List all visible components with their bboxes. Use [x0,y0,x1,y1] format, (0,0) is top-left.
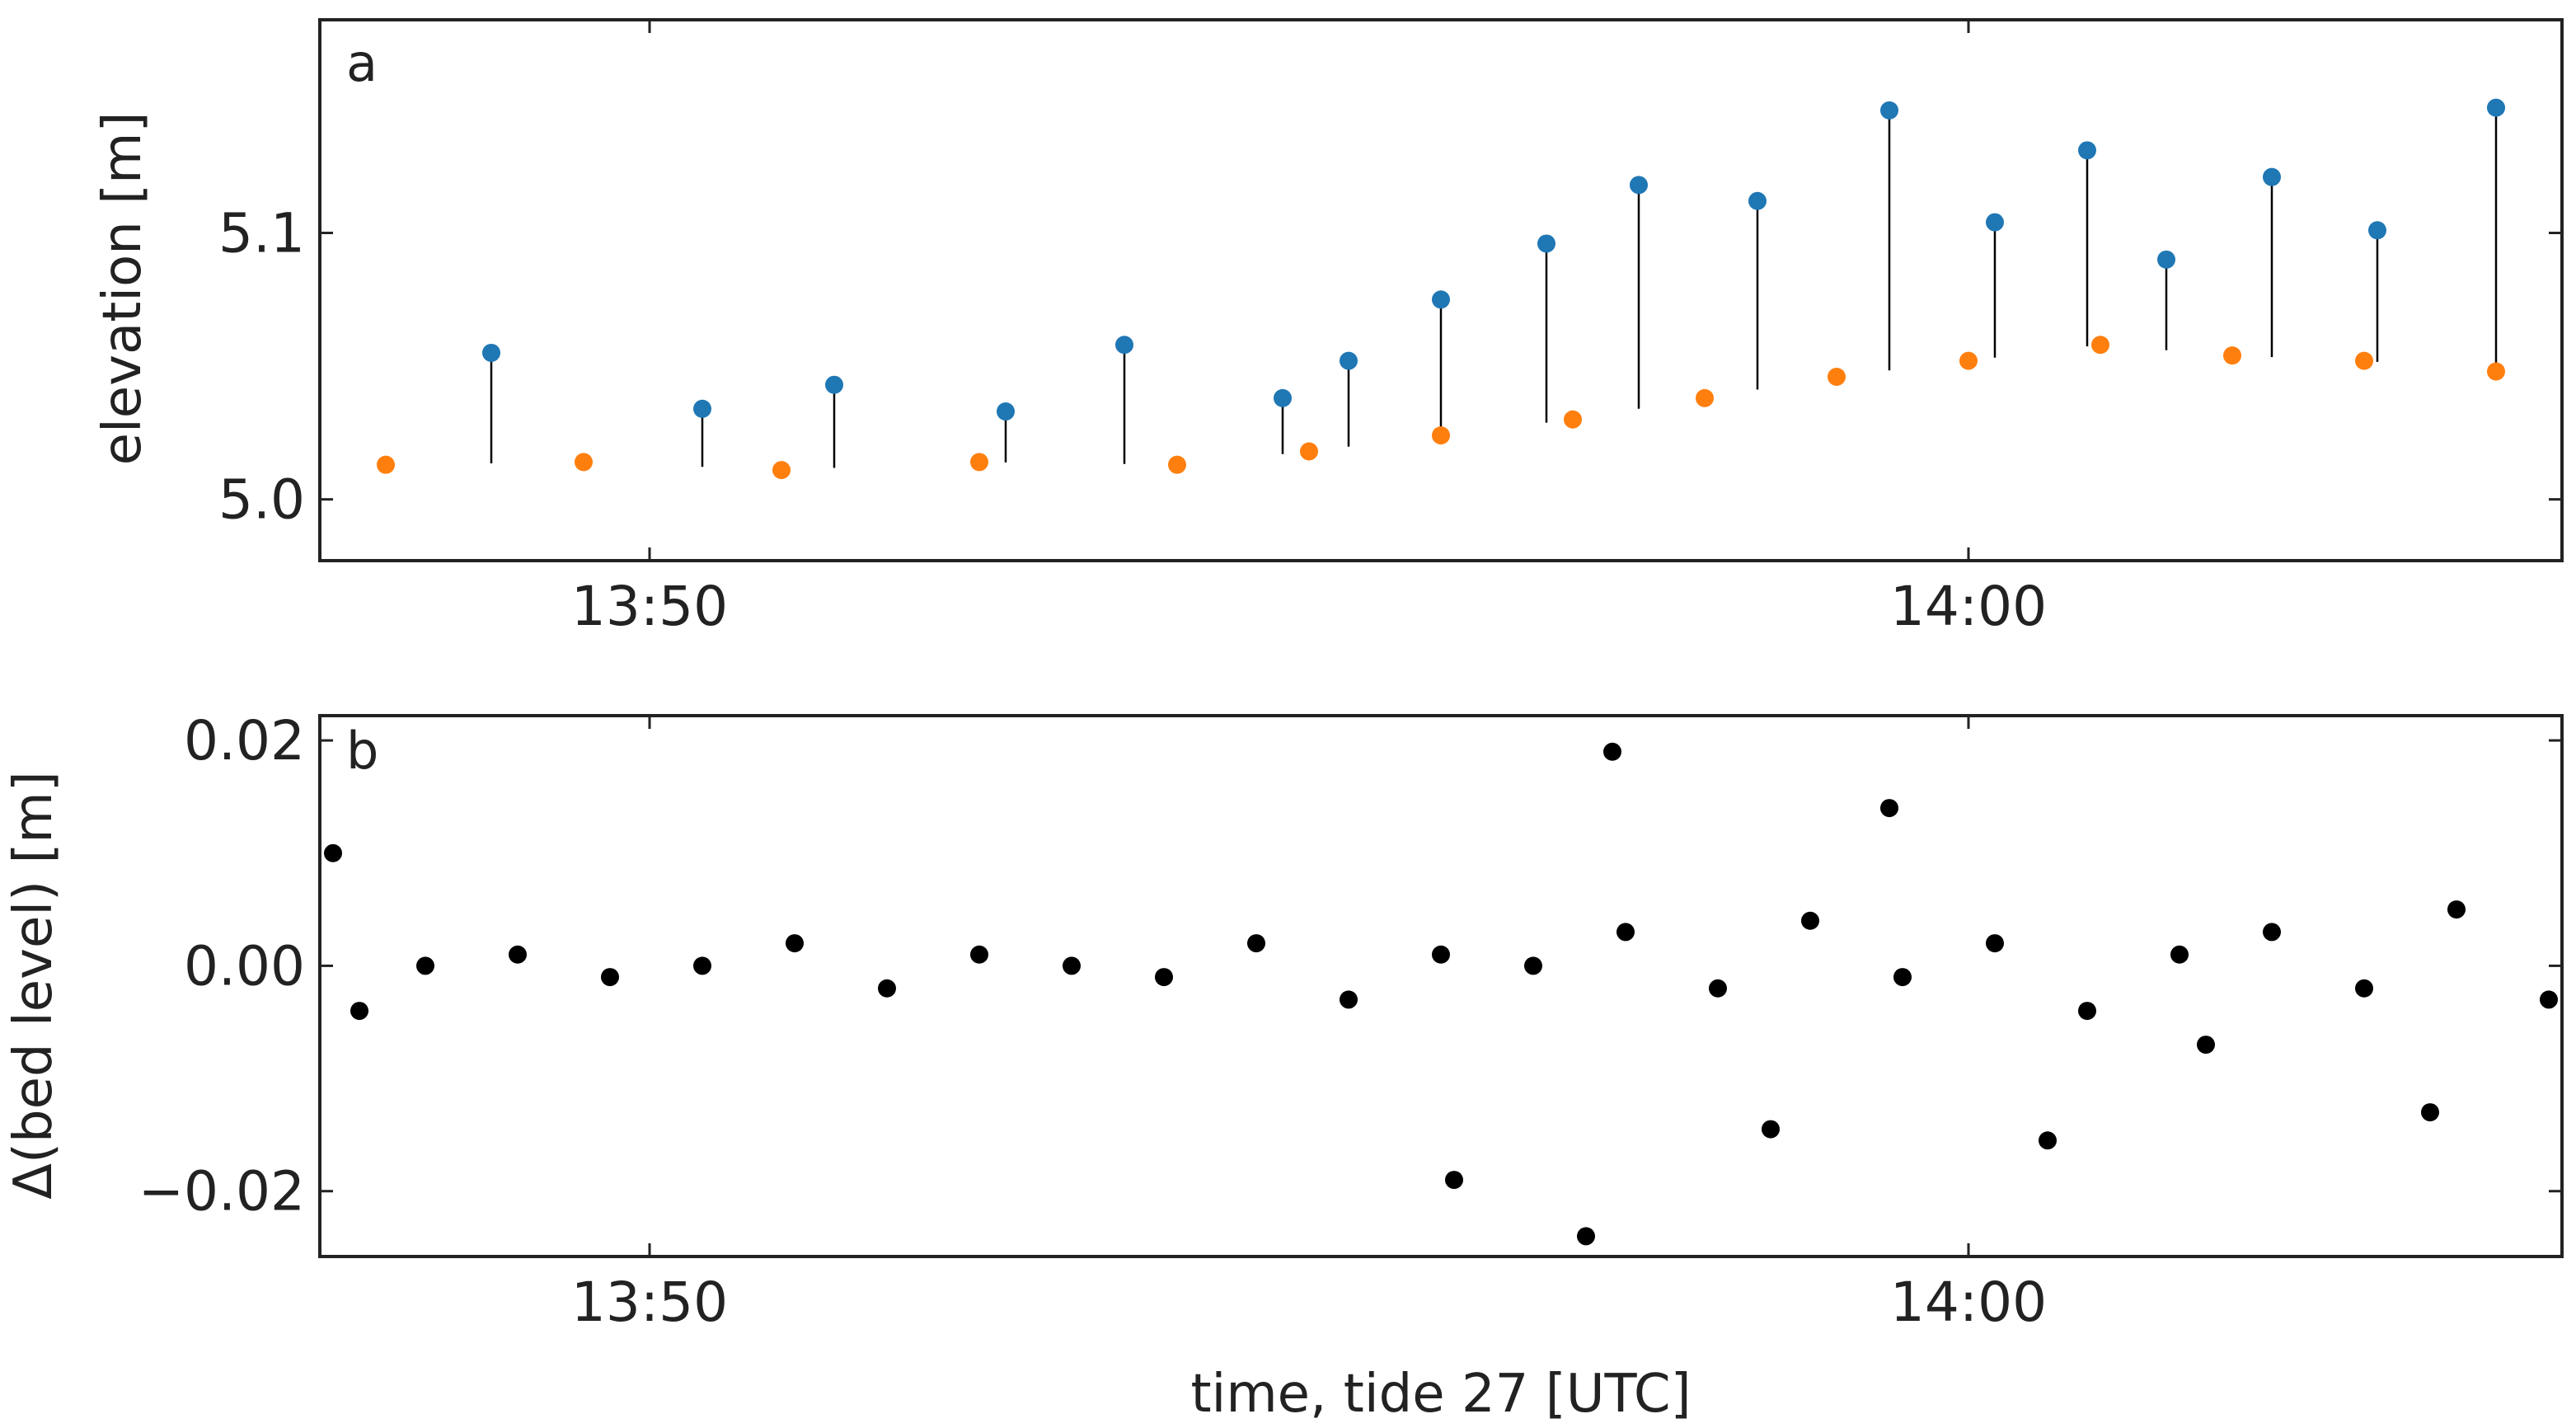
delta-bed-point [2355,979,2373,998]
peak-point [2157,250,2175,269]
delta-bed-point [786,934,804,953]
bed-level-point [1168,455,1186,474]
delta-bed-point [1340,990,1358,1009]
panel-b-x-label: time, tide 27 [UTC] [1190,1364,1691,1425]
bed-level-point [377,455,395,474]
peak-point [693,399,711,418]
panel-a-letter: a [346,33,378,93]
bed-level-point [1432,426,1450,445]
peak-point [1986,213,2004,232]
bed-level-point [2223,346,2241,365]
delta-bed-point [1524,956,1542,975]
delta-bed-point [1063,956,1081,975]
panel-a-marks [377,98,2505,480]
bed-level-point [2355,351,2373,370]
panel-b-y-label: Δ(bed level) [m] [3,771,64,1200]
peak-point [1432,290,1450,309]
delta-bed-point [2039,1131,2057,1150]
peak-point [1115,336,1133,355]
delta-bed-point [1155,968,1173,987]
delta-bed-point [601,968,619,987]
delta-bed-point [350,1002,368,1021]
bed-level-point [575,453,593,472]
delta-bed-point [1709,979,1727,998]
peak-point [1748,191,1767,210]
delta-bed-point [1247,934,1265,953]
peak-point [825,375,843,394]
peak-point [1880,101,1898,120]
panel-a-y-tick-label: 5.1 [218,202,305,265]
panel-b-y-tick-label: −0.02 [138,1160,305,1224]
panel-b-y-tick-label: 0.02 [184,709,305,773]
delta-bed-point [1616,923,1635,942]
peak-point [1630,176,1648,195]
panel-a-x-tick-label: 13:50 [571,575,728,638]
delta-bed-point [2170,945,2189,964]
panel-b-y-tick-label: 0.00 [184,934,305,998]
panel-a-ticks: 13:50 14:00 5.0 5.1 [218,20,2562,638]
delta-bed-point [693,956,711,975]
peak-point [2263,167,2281,186]
peak-point [482,343,500,362]
bed-level-point [772,461,791,480]
panel-a-frame [318,18,2564,562]
peak-point [997,402,1015,421]
bed-level-point [1696,388,1714,407]
bed-level-point [970,453,988,472]
panel-a-y-label: elevation [m] [92,112,153,466]
delta-bed-point [1880,799,1898,818]
bed-level-point [2091,336,2109,355]
bed-level-point [1828,368,1846,387]
delta-bed-point [1801,911,1819,930]
peak-point [2368,221,2386,240]
delta-bed-point [2421,1103,2439,1122]
panel-a-y-tick-label: 5.0 [218,468,305,532]
peak-point [2487,98,2505,117]
delta-bed-point [324,843,342,862]
panel-a: elevation [m] 13:50 14:00 5.0 5.1 a [92,18,2564,638]
delta-bed-point [416,956,434,975]
delta-bed-point [1893,968,1912,987]
panel-b-ticks: 13:50 14:00 0.02 0.00 −0.02 [138,709,2562,1334]
delta-bed-point [2078,1002,2096,1021]
delta-bed-point [1577,1227,1595,1246]
delta-bed-point [1603,742,1621,761]
peak-point [1537,234,1555,253]
delta-bed-point [2540,990,2558,1009]
delta-bed-point [970,945,988,964]
peak-point [1274,388,1292,407]
bed-level-point [2487,362,2505,381]
delta-bed-point [1762,1120,1780,1139]
bed-level-point [1300,442,1318,461]
panel-a-x-tick-label: 14:00 [1890,575,2047,638]
panel-b-x-tick-label: 14:00 [1890,1271,2047,1334]
panel-b-marks [324,742,2558,1246]
delta-bed-point [1432,945,1450,964]
delta-bed-point [2197,1036,2215,1055]
panel-b: Δ(bed level) [m] time, tide 27 [UTC] 13:… [3,709,2564,1425]
panel-b-letter: b [346,721,378,781]
delta-bed-point [878,979,896,998]
delta-bed-point [509,945,527,964]
peak-point [1340,351,1358,370]
panel-b-x-tick-label: 13:50 [571,1271,728,1334]
bed-level-point [1564,410,1582,429]
delta-bed-point [2447,900,2466,919]
bed-level-point [1959,351,1978,370]
delta-bed-point [2263,923,2281,942]
peak-point [2078,141,2096,160]
panel-b-frame [318,714,2564,1258]
delta-bed-point [1986,934,2004,953]
delta-bed-point [1445,1171,1463,1190]
